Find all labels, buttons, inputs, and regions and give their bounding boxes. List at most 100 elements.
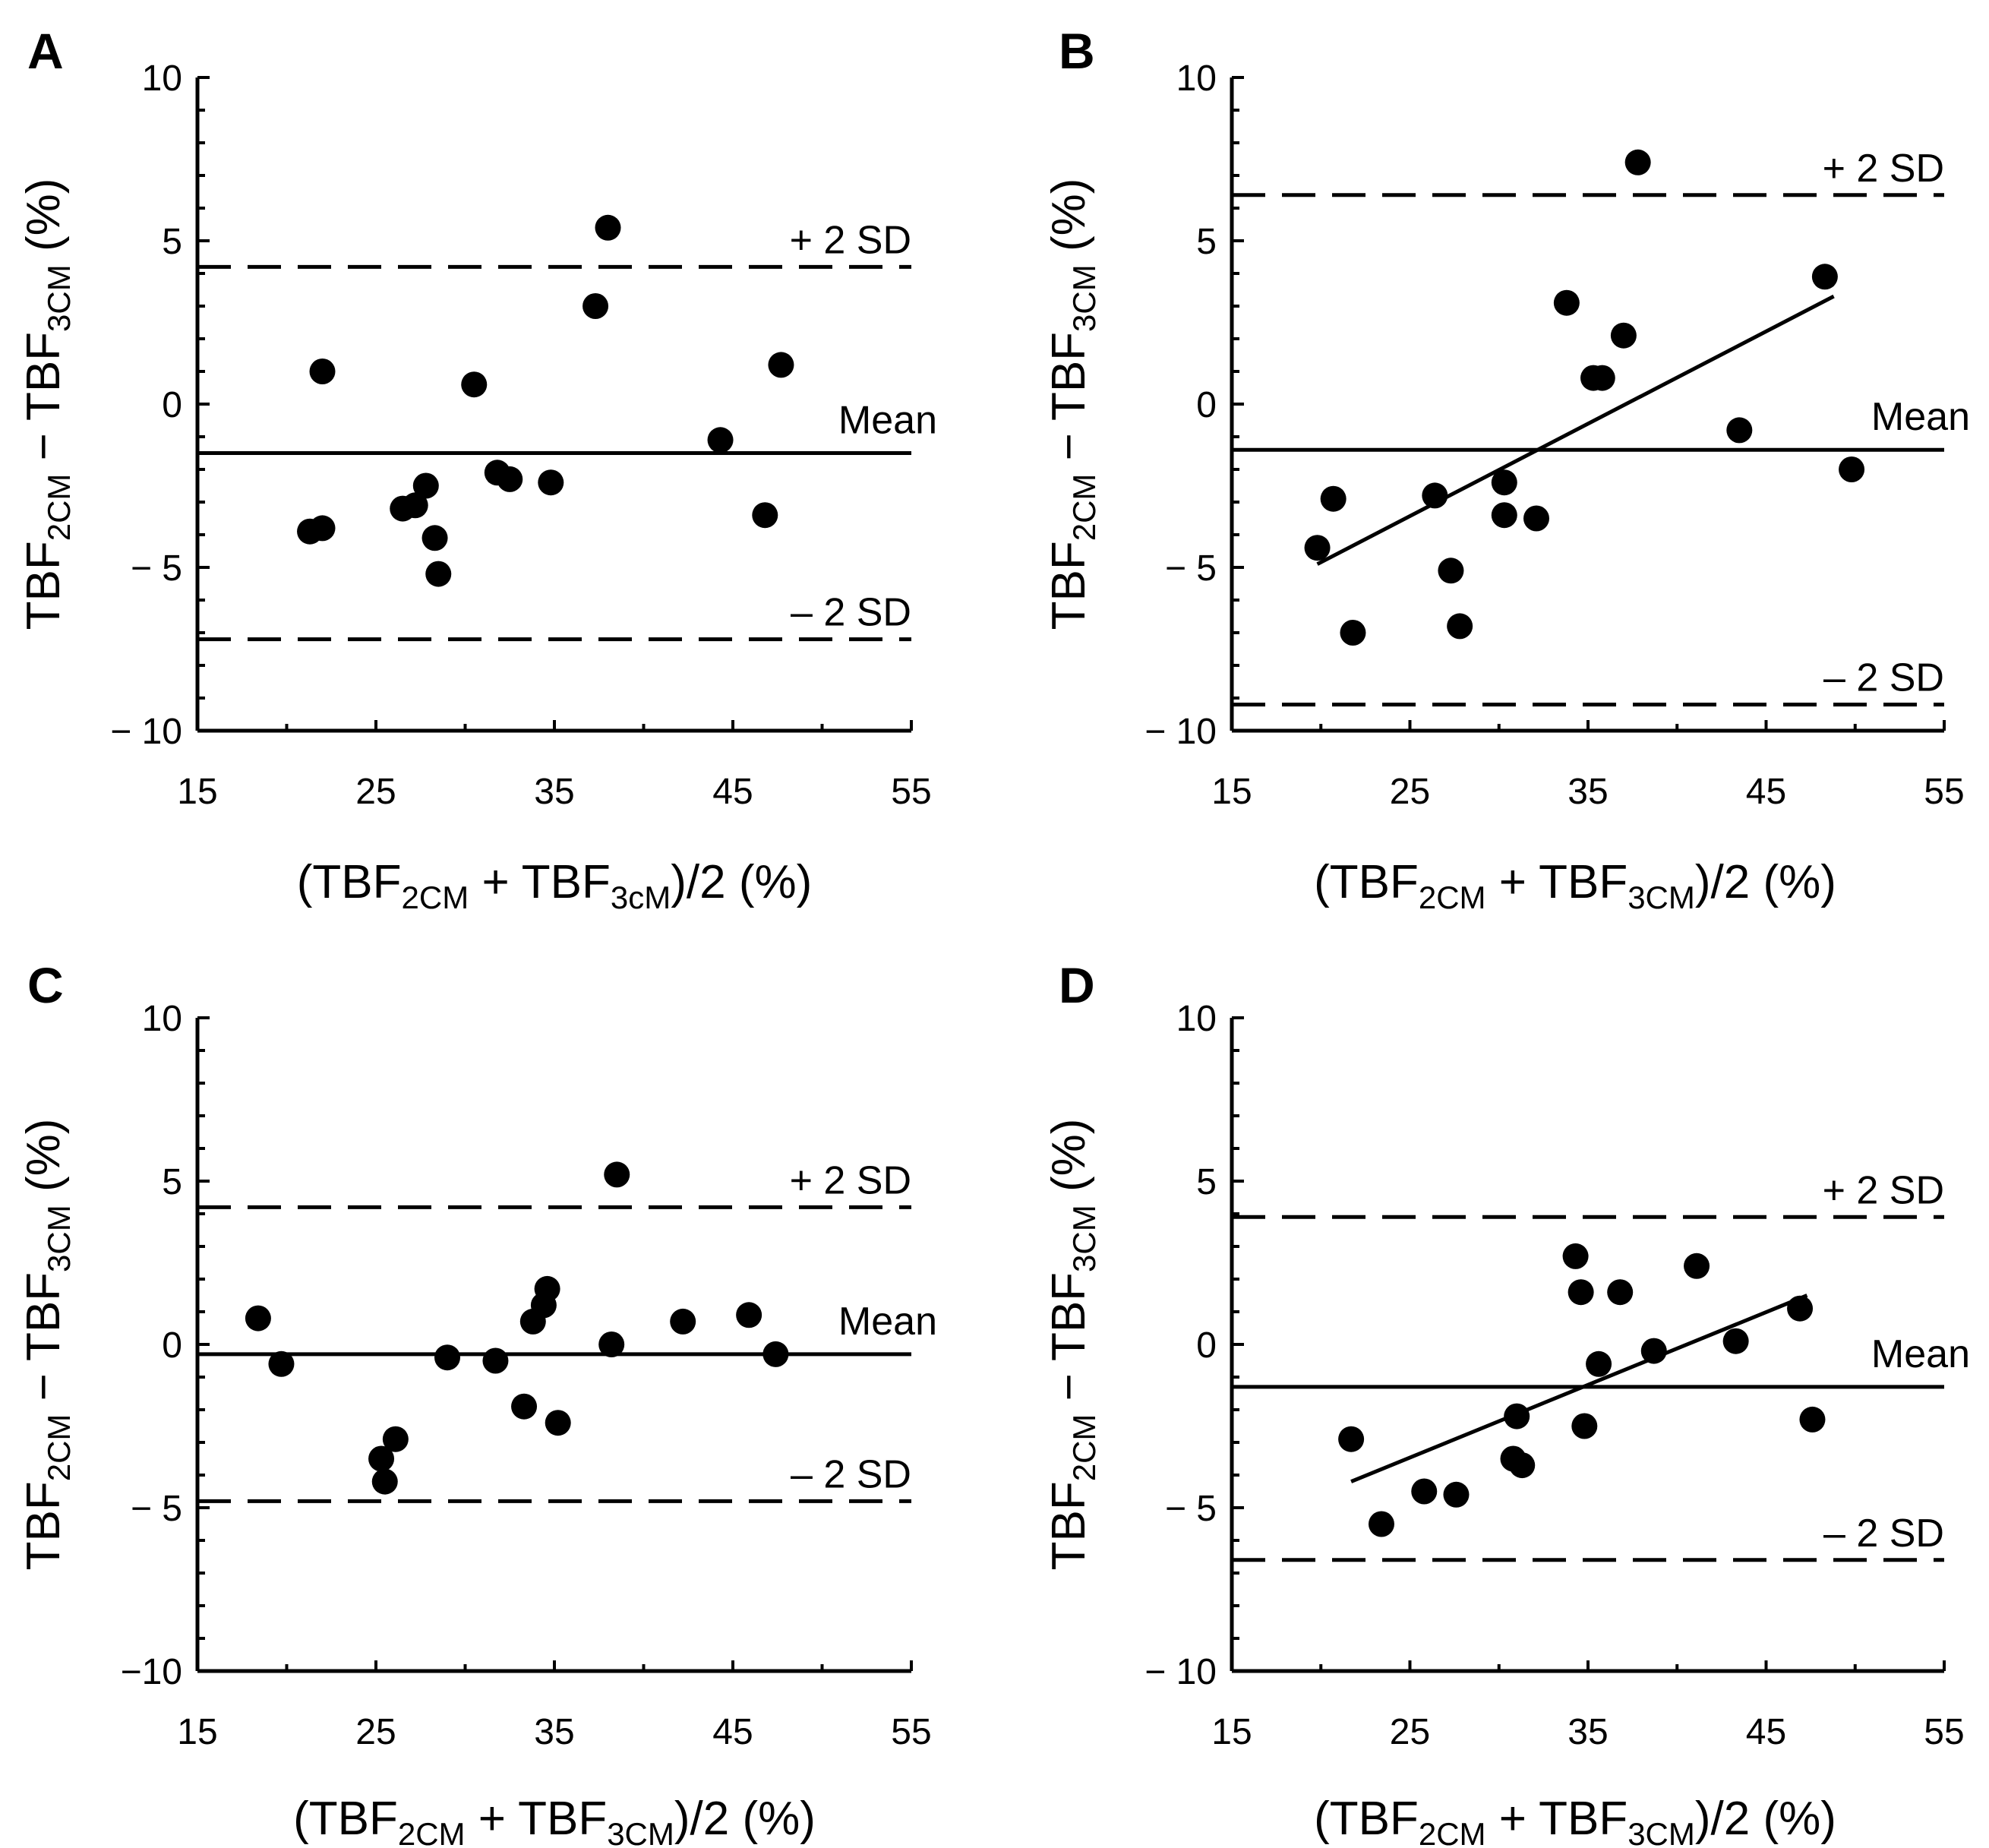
- mean-label: Mean: [838, 1300, 937, 1344]
- data-point: [1553, 289, 1580, 316]
- data-point: [434, 1344, 460, 1371]
- data-point: [1340, 620, 1366, 646]
- data-point: [736, 1302, 762, 1328]
- y-tick-label: 10: [142, 58, 182, 99]
- data-point: [582, 293, 609, 319]
- y-tick-label: 10: [1176, 58, 1217, 99]
- panel-a: A TBF2CM − TBF3CM (%) (TBF2CM + TBF3cM)/…: [17, 23, 937, 915]
- y-tick-label: 0: [162, 385, 182, 425]
- mean-label: Mean: [838, 399, 937, 443]
- x-tick-label: 55: [1924, 1712, 1964, 1752]
- y-axis-title: TBF2CM − TBF3CM (%): [17, 178, 77, 630]
- y-tick-label: − 5: [1165, 1489, 1217, 1529]
- data-point: [309, 359, 336, 384]
- panel-c: C TBF2CM − TBF3CM (%) (TBF2CM + TBF3CM)/…: [17, 957, 937, 1848]
- y-tick-label: 5: [162, 1162, 182, 1202]
- data-point: [497, 466, 523, 492]
- panel-label: C: [27, 957, 64, 1013]
- x-tick-label: 15: [1211, 1712, 1252, 1752]
- panel-d: D TBF2CM − TBF3CM (%) (TBF2CM + TBF3CM)/…: [1043, 957, 1970, 1848]
- y-tick-label: 0: [162, 1325, 182, 1366]
- x-tick-label: 15: [177, 1712, 217, 1752]
- y-axis-title: TBF2CM − TBF3CM (%): [17, 1119, 77, 1571]
- data-point: [402, 492, 428, 519]
- data-point: [670, 1308, 696, 1335]
- y-tick-label: − 10: [1144, 712, 1217, 752]
- panel-label: D: [1059, 957, 1095, 1013]
- x-tick-label: 35: [534, 1712, 574, 1752]
- data-point: [1568, 1279, 1594, 1306]
- y-tick-label: 10: [142, 999, 182, 1039]
- data-point: [1304, 535, 1331, 561]
- data-point: [1586, 1350, 1612, 1377]
- data-point: [752, 502, 778, 529]
- x-tick-label: 35: [1568, 1712, 1608, 1752]
- data-point: [1368, 1511, 1394, 1537]
- data-point: [1811, 264, 1838, 290]
- data-point: [1624, 149, 1651, 175]
- y-tick-label: 10: [1176, 999, 1217, 1039]
- data-point: [538, 469, 564, 496]
- x-tick-label: 35: [1568, 772, 1608, 812]
- y-tick-label: − 5: [131, 1489, 182, 1529]
- data-point: [482, 1347, 509, 1374]
- x-axis-title: (TBF2CM + TBF3CM)/2 (%): [1314, 1793, 1836, 1848]
- panel-label: A: [27, 23, 64, 79]
- y-tick-label: 5: [162, 222, 182, 262]
- data-point: [371, 1468, 398, 1495]
- data-point: [461, 371, 488, 398]
- data-point: [421, 525, 448, 551]
- data-point: [545, 1410, 571, 1436]
- data-point: [1607, 1279, 1634, 1306]
- y-tick-label: 0: [1196, 385, 1217, 425]
- data-point: [1839, 456, 1865, 482]
- panel-b: B TBF2CM − TBF3CM (%) (TBF2CM + TBF3CM)/…: [1043, 23, 1970, 915]
- data-point: [1411, 1478, 1438, 1505]
- x-axis-title: (TBF2CM + TBF3CM)/2 (%): [293, 1793, 816, 1848]
- data-point: [768, 352, 794, 378]
- data-point: [1722, 1328, 1749, 1354]
- y-axis-title: TBF2CM − TBF3CM (%): [1043, 1119, 1102, 1571]
- y-tick-label: − 10: [110, 712, 182, 752]
- y-tick-label: 0: [1196, 1325, 1217, 1366]
- plus-2sd-label: + 2 SD: [1823, 147, 1944, 191]
- x-tick-label: 45: [712, 772, 753, 812]
- minus-2sd-label: – 2 SD: [791, 591, 911, 635]
- y-tick-label: − 10: [1144, 1652, 1217, 1692]
- data-point: [368, 1445, 395, 1472]
- x-tick-label: 55: [891, 772, 931, 812]
- y-tick-label: −10: [121, 1652, 182, 1692]
- data-point: [1523, 505, 1549, 532]
- data-point: [595, 214, 621, 241]
- regression-line: [1316, 294, 1835, 566]
- data-point: [1438, 558, 1464, 584]
- minus-2sd-label: – 2 SD: [1823, 1512, 1944, 1556]
- x-tick-label: 15: [177, 772, 217, 812]
- minus-2sd-label: – 2 SD: [791, 1452, 911, 1496]
- regression-line: [1350, 1294, 1808, 1483]
- data-point: [245, 1305, 271, 1332]
- x-tick-label: 15: [1211, 772, 1252, 812]
- data-point: [1571, 1413, 1598, 1439]
- mean-label: Mean: [1871, 1332, 1970, 1376]
- data-point: [1589, 365, 1615, 391]
- data-point: [1504, 1403, 1530, 1429]
- data-point: [425, 561, 452, 587]
- data-point: [268, 1350, 295, 1377]
- data-point: [1320, 485, 1347, 512]
- data-point: [707, 427, 734, 453]
- x-tick-label: 45: [1746, 772, 1786, 812]
- data-point: [1447, 613, 1473, 640]
- x-tick-label: 25: [1390, 772, 1430, 812]
- plus-2sd-label: + 2 SD: [790, 1158, 911, 1202]
- panel-label: B: [1059, 23, 1095, 79]
- y-tick-label: 5: [1196, 222, 1217, 262]
- data-point: [604, 1161, 630, 1188]
- data-point: [1787, 1295, 1814, 1322]
- minus-2sd-label: – 2 SD: [1823, 656, 1944, 700]
- x-tick-label: 25: [1390, 1712, 1430, 1752]
- x-tick-label: 55: [891, 1712, 931, 1752]
- y-tick-label: 5: [1196, 1162, 1217, 1202]
- data-point: [1338, 1426, 1365, 1452]
